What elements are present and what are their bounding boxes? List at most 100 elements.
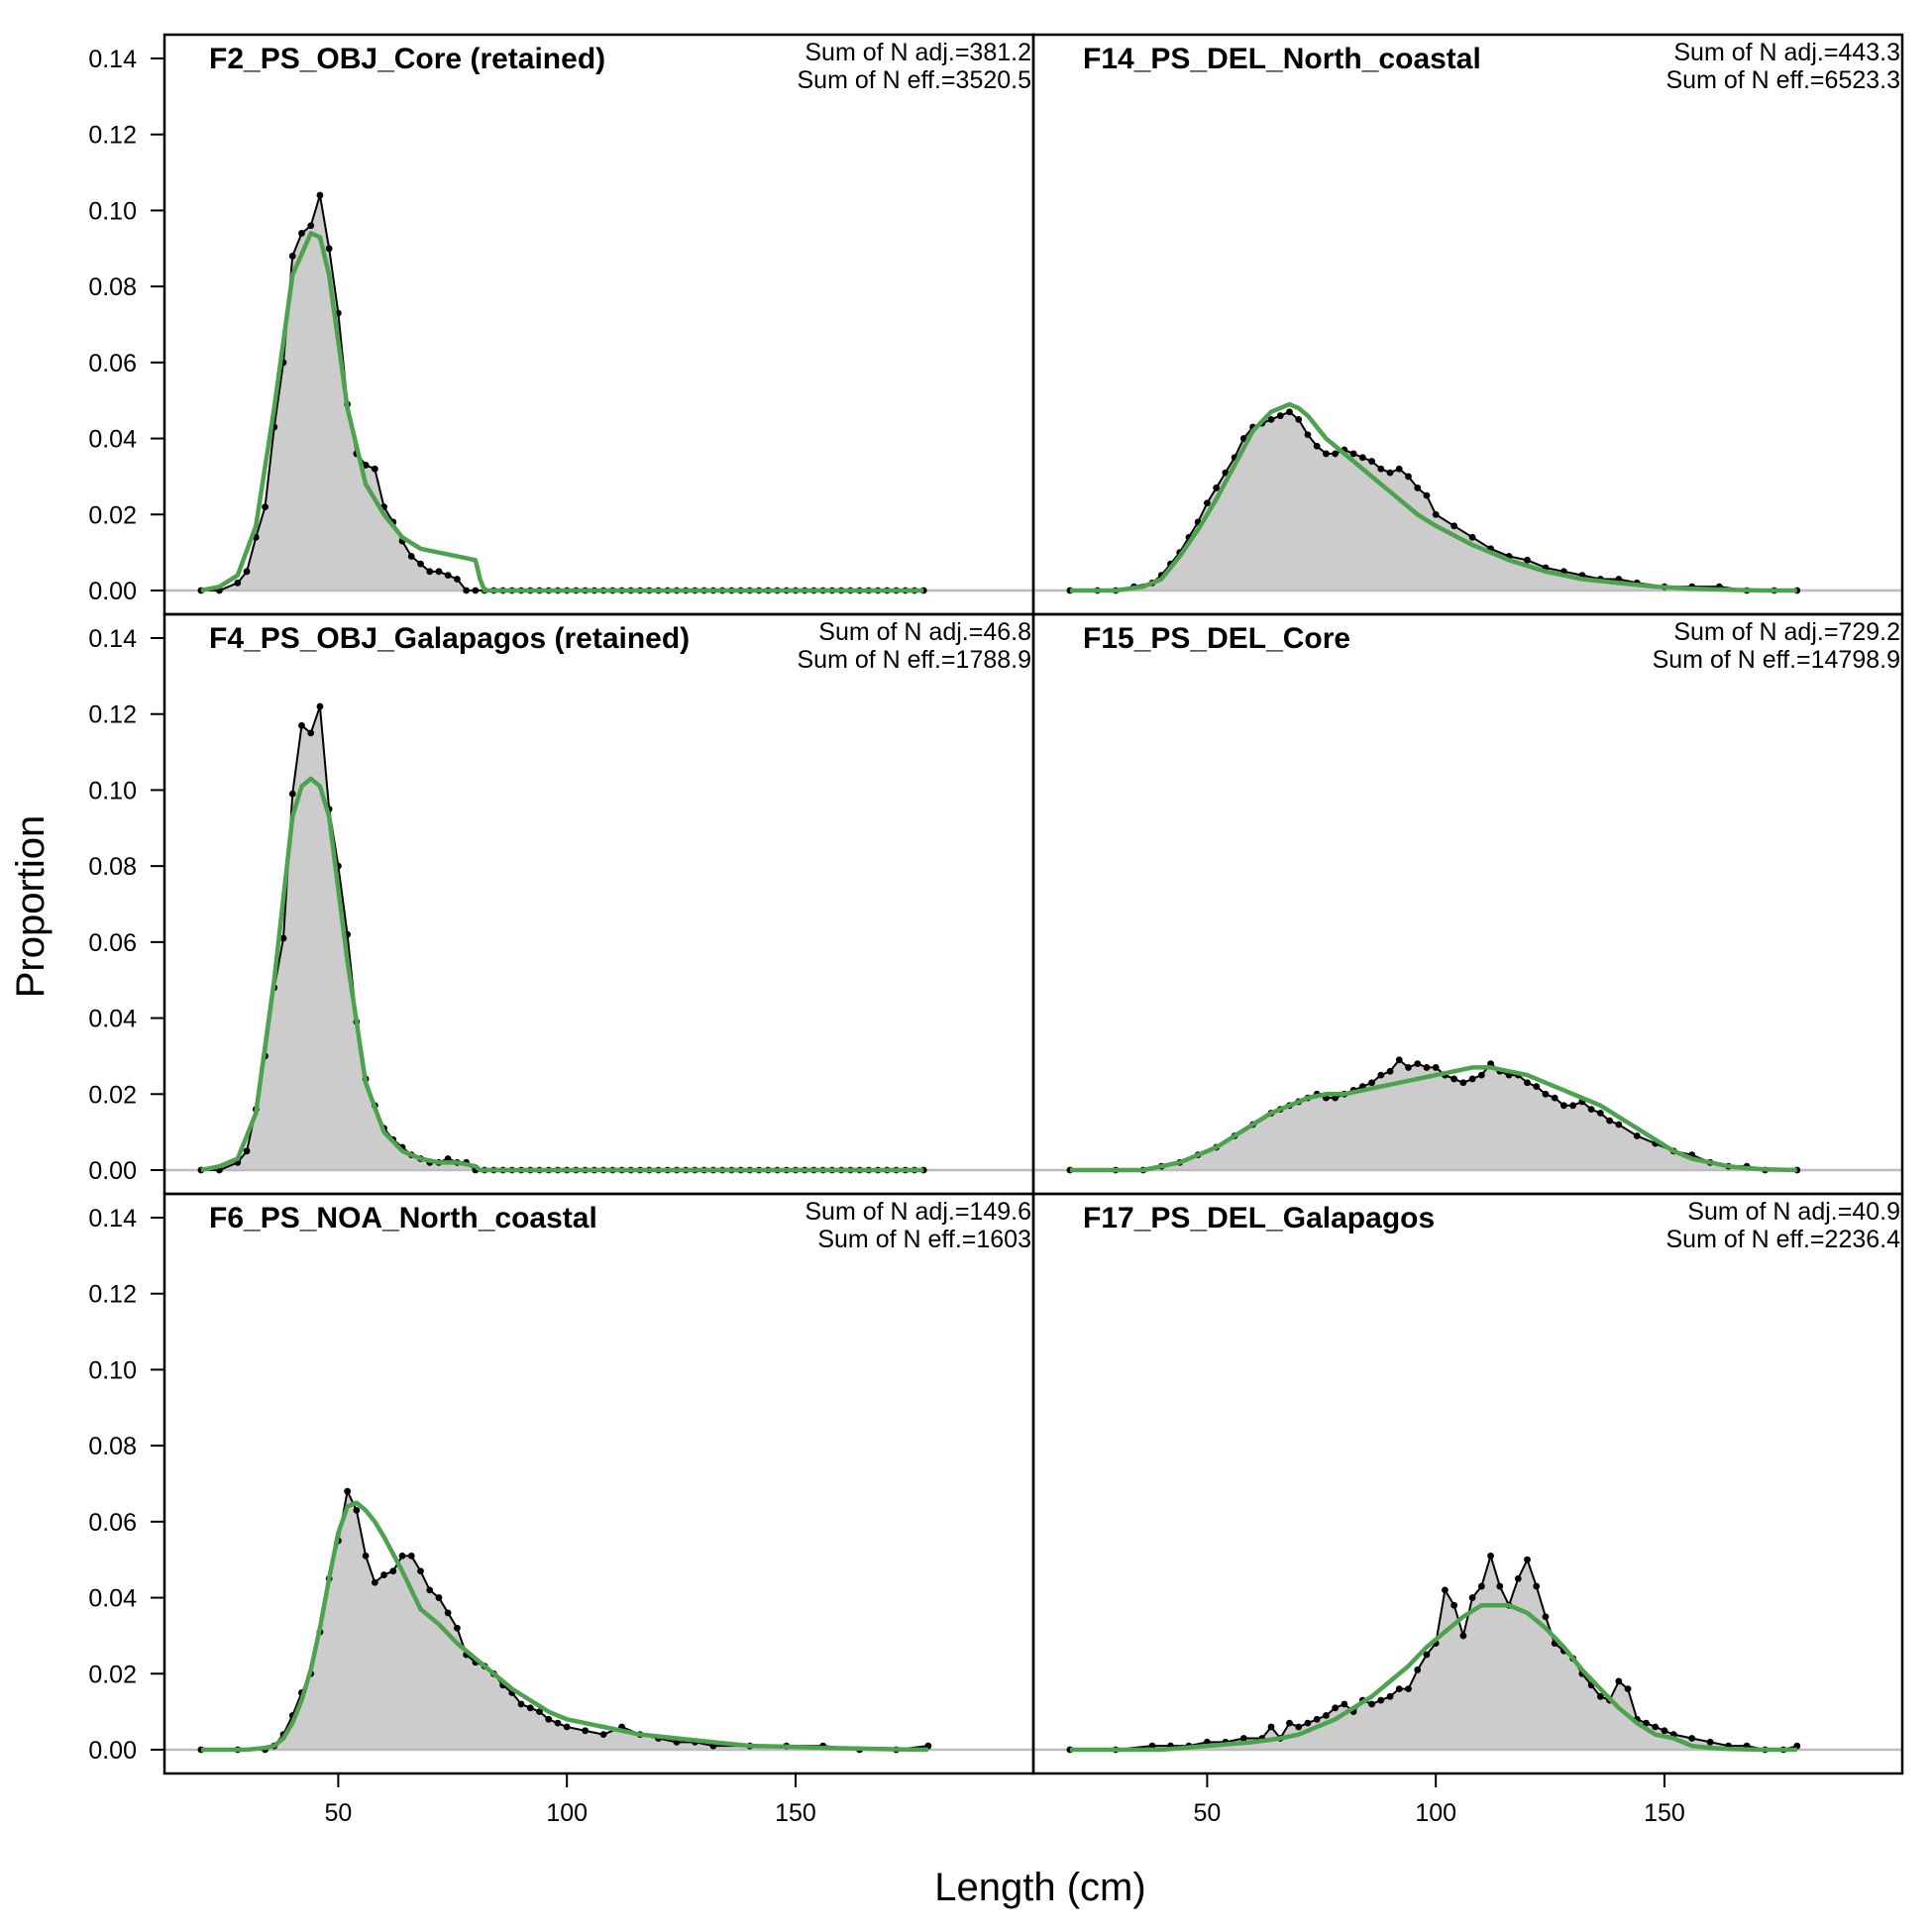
x-tick-label: 100	[1415, 1799, 1456, 1827]
observed-point	[472, 587, 480, 594]
panel-annotation: Sum of N eff.=2236.4	[1666, 1226, 1901, 1253]
panel-annotation: Sum of N adj.=381.2	[805, 39, 1031, 66]
observed-area	[1069, 1556, 1797, 1750]
observed-point	[1706, 1738, 1714, 1746]
observed-point	[1368, 1079, 1375, 1087]
observed-point	[1304, 431, 1312, 439]
observed-point	[243, 1147, 251, 1155]
y-tick-label: 0.14	[88, 1205, 137, 1233]
observed-point	[1423, 491, 1431, 499]
observed-point	[1395, 465, 1403, 473]
observed-area	[1069, 1059, 1797, 1170]
observed-point	[316, 191, 324, 199]
observed-point	[307, 729, 315, 737]
observed-point	[1524, 1556, 1531, 1563]
panel-annotation: Sum of N adj.=40.9	[1687, 1198, 1900, 1226]
observed-point	[426, 1586, 434, 1594]
observed-point	[288, 790, 296, 798]
y-tick-label: 0.10	[88, 777, 137, 805]
observed-point	[279, 934, 287, 942]
observed-point	[1386, 1067, 1394, 1075]
panel-3: 0.00 0.02 0.04 0.06 0.08 0.10 0.12 0.14 F4_PS_OB…	[88, 612, 1035, 1196]
observed-point	[234, 579, 242, 587]
observed-point	[1587, 1106, 1595, 1114]
observed-area	[1069, 411, 1797, 590]
observed-point	[1569, 1102, 1577, 1110]
y-tick-label: 0.02	[88, 501, 137, 529]
observed-point	[1332, 1704, 1340, 1712]
observed-point	[1661, 1727, 1668, 1735]
panel-6: 50 100 150 F17_PS_DEL_Galapagos Sum of N adj…	[1031, 1192, 1904, 1827]
y-tick-label: 0.04	[88, 1006, 137, 1033]
observed-point	[1332, 450, 1340, 458]
observed-point	[407, 553, 415, 560]
observed-point	[1395, 1685, 1403, 1693]
observed-point	[1596, 1110, 1604, 1117]
observed-point	[262, 503, 268, 511]
observed-point	[1442, 1586, 1449, 1594]
panel-title: F6_PS_NOA_North_coastal	[209, 1202, 597, 1234]
y-tick-label: 0.14	[88, 625, 137, 653]
y-tick-label: 0.04	[88, 1585, 137, 1613]
observed-point	[243, 568, 251, 576]
observed-point	[1432, 1064, 1440, 1071]
observed-point	[1313, 442, 1321, 450]
panel-annotation: Sum of N adj.=729.2	[1673, 618, 1900, 646]
observed-point	[398, 1552, 406, 1559]
observed-point	[1615, 1121, 1623, 1128]
expected-line	[1069, 401, 1797, 593]
observed-point	[1624, 1685, 1632, 1693]
observed-point	[1204, 499, 1211, 507]
observed-point	[1295, 1723, 1303, 1731]
y-tick-label: 0.08	[88, 853, 137, 881]
panels: 0.00 0.02 0.04 0.06 0.08 0.10 0.12 0.14 F2_PS_OB…	[88, 33, 1904, 1827]
observed-point	[526, 1704, 534, 1712]
observed-point	[1533, 1582, 1541, 1590]
observed-point	[1239, 1735, 1247, 1742]
x-tick-label: 100	[546, 1799, 588, 1827]
observed-point	[1349, 450, 1357, 458]
observed-point	[1652, 1723, 1660, 1731]
observed-area	[200, 1491, 928, 1750]
observed-point	[517, 1700, 525, 1708]
observed-point	[1468, 533, 1476, 541]
panel-title: F4_PS_OBJ_Galapagos (retained)	[209, 622, 690, 655]
observed-point	[1542, 1090, 1550, 1098]
observed-point	[444, 1609, 452, 1617]
observed-point	[1477, 1582, 1485, 1590]
x-tick-label: 150	[775, 1799, 816, 1827]
y-tick-label: 0.06	[88, 350, 137, 377]
panel-title: F17_PS_DEL_Galapagos	[1083, 1202, 1435, 1234]
observed-point	[344, 1487, 352, 1495]
expected-line	[200, 776, 924, 1173]
y-tick-label: 0.08	[88, 1433, 137, 1460]
observed-point	[298, 721, 305, 729]
observed-point	[1459, 1079, 1467, 1087]
observed-point	[454, 1624, 461, 1632]
observed-point	[417, 560, 424, 568]
observed-point	[1432, 510, 1440, 518]
observed-point	[1286, 1719, 1293, 1727]
observed-point	[1643, 1719, 1650, 1727]
observed-point	[1267, 415, 1275, 423]
expected-line	[200, 1500, 928, 1753]
observed-point	[1414, 484, 1422, 491]
observed-point	[582, 1727, 590, 1735]
panel-annotation: Sum of N eff.=14798.9	[1653, 646, 1900, 674]
observed-point	[1341, 1700, 1348, 1708]
observed-point	[1596, 1692, 1604, 1700]
panel-annotation: Sum of N eff.=1788.9	[798, 646, 1032, 674]
observed-point	[1286, 408, 1293, 416]
observed-point	[1405, 473, 1412, 481]
observed-point	[435, 1594, 443, 1601]
panel-title: F14_PS_DEL_North_coastal	[1083, 43, 1481, 75]
observed-point	[353, 1506, 361, 1514]
observed-point	[1386, 1692, 1394, 1700]
observed-point	[1487, 1552, 1494, 1559]
observed-point	[1358, 454, 1366, 462]
panel-border	[162, 1192, 1035, 1775]
observed-point	[1633, 1132, 1641, 1139]
expected-line	[200, 231, 924, 593]
